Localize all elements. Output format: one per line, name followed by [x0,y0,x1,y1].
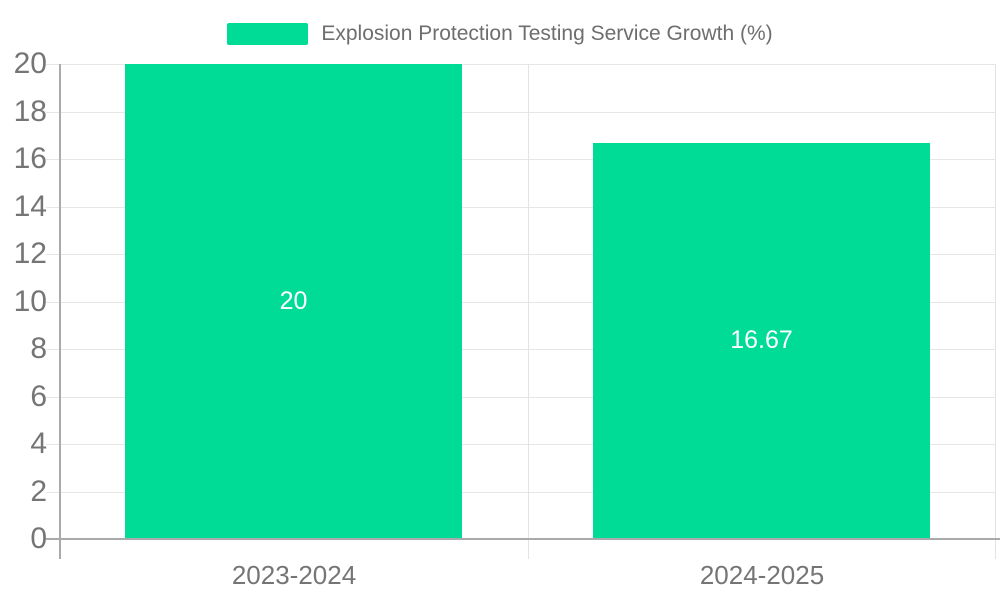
gridline [60,112,995,113]
y-axis-tick [46,349,60,350]
y-axis-tick-label: 2 [30,475,47,508]
y-axis-tick-label: 8 [30,332,47,365]
legend-item[interactable]: Explosion Protection Testing Service Gro… [227,22,773,46]
y-axis-tick-label: 12 [13,237,47,270]
bar-value-label: 16.67 [730,326,793,354]
x-axis-line [46,538,1000,540]
y-axis-line [59,64,61,559]
y-axis-tick [46,159,60,160]
y-axis-tick [46,444,60,445]
y-axis-tick [46,397,60,398]
y-axis-tick [46,492,60,493]
bar-2023-2024[interactable] [125,64,462,538]
gridline [60,349,995,350]
x-axis-label: 2023-2024 [231,560,357,590]
y-axis-tick-label: 4 [30,427,47,460]
gridline [60,254,995,255]
bar-2024-2025[interactable] [593,143,930,538]
bar-value-label: 20 [279,286,308,315]
y-axis-tick [46,112,60,113]
x-axis-label: 2024-2025 [699,560,825,590]
y-axis-tick-label: 20 [13,47,47,80]
y-axis-tick-label: 16 [13,142,47,175]
category-split-line [995,64,996,539]
y-axis-tick [46,64,60,65]
legend: Explosion Protection Testing Service Gro… [0,14,1000,54]
legend-label: Explosion Protection Testing Service Gro… [321,22,773,45]
y-axis-tick-label: 18 [13,95,47,128]
legend-swatch-icon [227,23,309,45]
gridline [60,492,995,493]
category-split-line [528,64,529,539]
y-axis-tick [46,302,60,303]
y-axis-tick-label: 6 [30,380,47,413]
gridline [60,397,995,398]
gridline [60,159,995,160]
y-axis-tick-label: 14 [13,190,47,223]
y-axis-tick-label: 10 [13,285,47,318]
x-axis-tick [528,539,529,559]
gridline [60,302,995,303]
gridline [60,207,995,208]
x-axis-tick [995,539,996,559]
gridline [60,444,995,445]
y-axis-tick-label: 0 [30,522,47,555]
y-axis-tick [46,207,60,208]
gridline [60,64,995,65]
y-axis-tick [46,254,60,255]
